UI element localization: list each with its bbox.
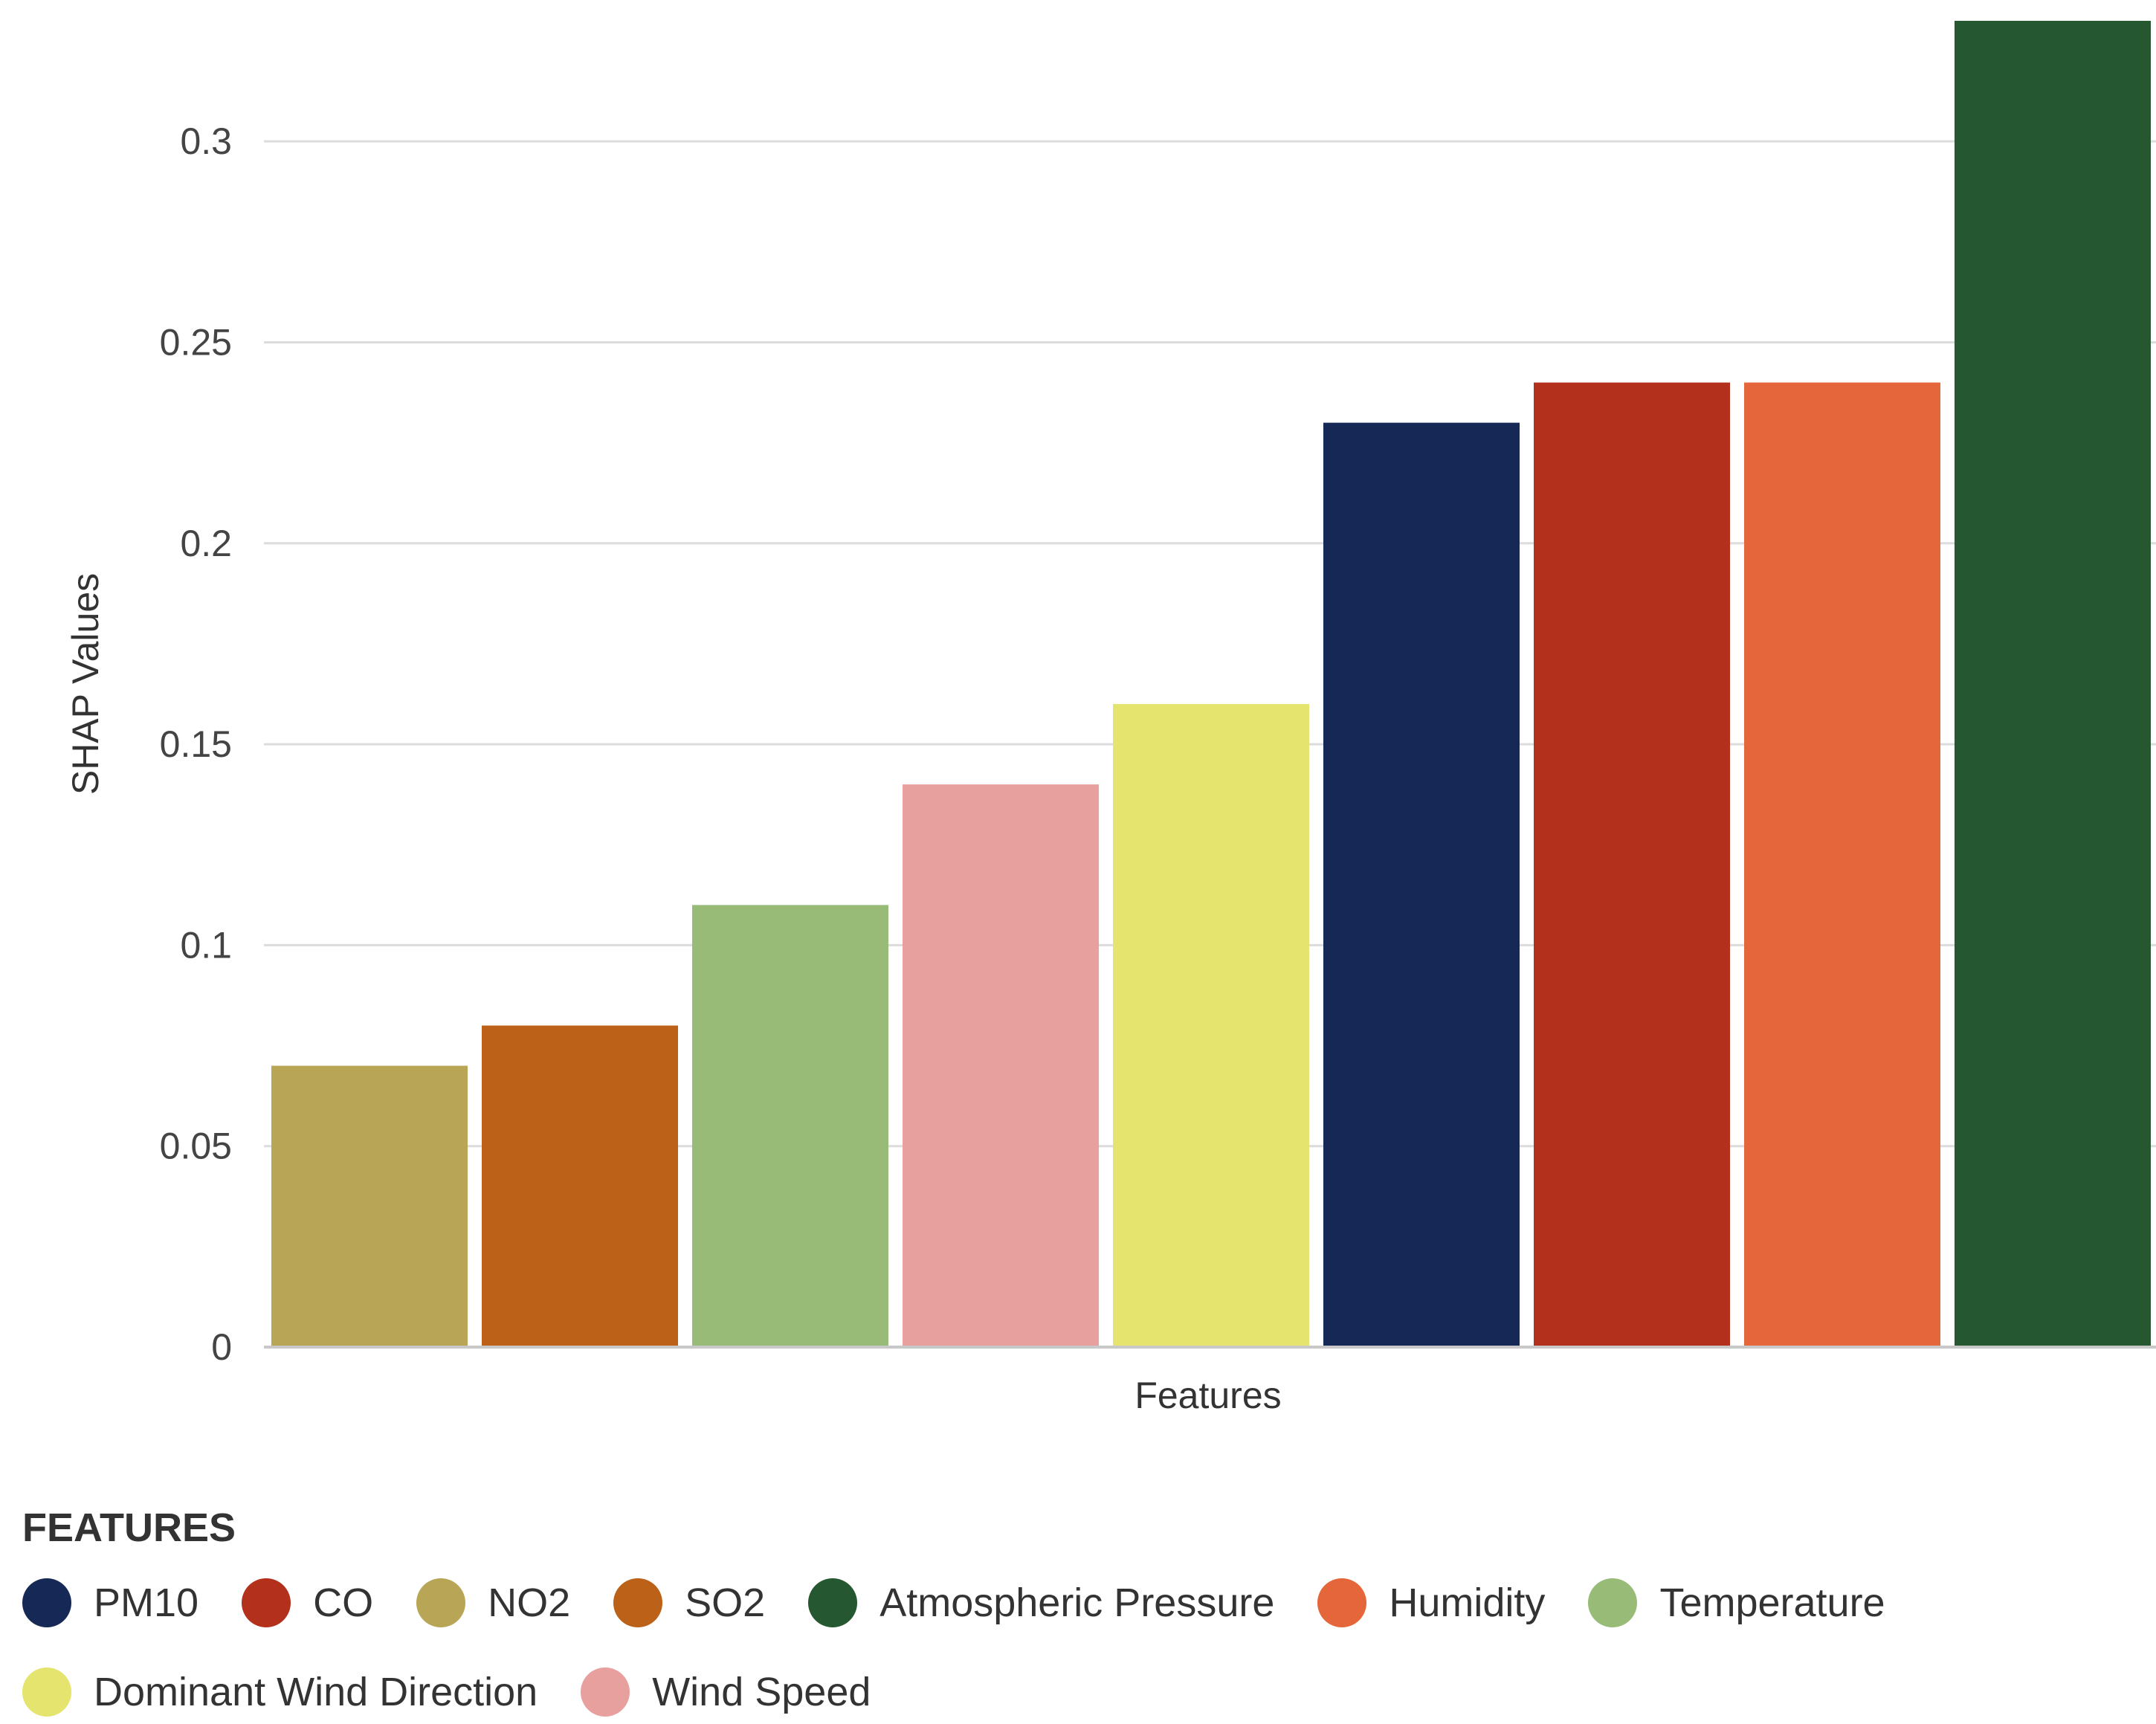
y-tick-label: 0.2 bbox=[180, 523, 232, 564]
legend-swatch-icon bbox=[613, 1578, 663, 1627]
legend-swatch-icon bbox=[1317, 1578, 1367, 1627]
y-tick-label: 0 bbox=[211, 1326, 232, 1368]
legend-item-dominant-wind-direction[interactable]: Dominant Wind Direction bbox=[22, 1664, 538, 1720]
bar-co[interactable] bbox=[1534, 382, 1730, 1348]
bar-no2[interactable] bbox=[271, 1065, 468, 1347]
legend-title: FEATURES bbox=[22, 1505, 236, 1550]
legend-label: CO bbox=[313, 1581, 374, 1625]
legend-label: Atmospheric Pressure bbox=[879, 1581, 1275, 1625]
legend-label: Wind Speed bbox=[652, 1670, 871, 1714]
legend-item-pm10[interactable]: PM10 bbox=[22, 1575, 199, 1631]
y-tick-label: 0.3 bbox=[180, 120, 232, 162]
legend-item-temperature[interactable]: Temperature bbox=[1588, 1575, 1885, 1631]
bars bbox=[271, 21, 2151, 1348]
legend-swatch-icon bbox=[242, 1578, 291, 1627]
legend-label: PM10 bbox=[94, 1581, 199, 1625]
bar-atmospheric-pressure[interactable] bbox=[1955, 21, 2151, 1347]
legend-swatch-icon bbox=[22, 1578, 71, 1627]
legend-label: Temperature bbox=[1659, 1581, 1885, 1625]
bar-wind-speed[interactable] bbox=[903, 784, 1099, 1347]
legend-label: SO2 bbox=[685, 1581, 766, 1625]
legend-item-no2[interactable]: NO2 bbox=[416, 1575, 570, 1631]
bar-so2[interactable] bbox=[482, 1025, 678, 1347]
bar-temperature[interactable] bbox=[692, 905, 888, 1347]
legend-item-co[interactable]: CO bbox=[242, 1575, 373, 1631]
legend-swatch-icon bbox=[22, 1667, 71, 1717]
legend-items: PM10 CO NO2 SO2 Atmospheric Pressure Humidity… bbox=[22, 1575, 2134, 1720]
legend: FEATURES PM10 CO NO2 SO2 Atmospheric Pressur… bbox=[22, 1502, 2134, 1720]
legend-label: Dominant Wind Direction bbox=[94, 1670, 538, 1714]
y-tick-label: 0.25 bbox=[160, 321, 232, 363]
bar-dominant-wind-direction[interactable] bbox=[1113, 704, 1309, 1347]
bar-humidity[interactable] bbox=[1744, 382, 1940, 1348]
legend-swatch-icon bbox=[1588, 1578, 1638, 1627]
y-axis-title: SHAP Values bbox=[65, 573, 106, 795]
legend-swatch-icon bbox=[416, 1578, 466, 1627]
legend-label: NO2 bbox=[488, 1581, 571, 1625]
legend-item-humidity[interactable]: Humidity bbox=[1317, 1575, 1545, 1631]
y-tick-label: 0.15 bbox=[160, 723, 232, 765]
y-axis-ticks: 0 0.05 0.1 0.15 0.2 0.25 0.3 bbox=[160, 120, 232, 1368]
y-tick-label: 0.1 bbox=[180, 924, 232, 966]
legend-item-so2[interactable]: SO2 bbox=[613, 1575, 765, 1631]
legend-label: Humidity bbox=[1389, 1581, 1546, 1625]
x-axis-title: Features bbox=[1135, 1375, 1281, 1416]
legend-swatch-icon bbox=[808, 1578, 858, 1627]
bar-chart: 0 0.05 0.1 0.15 0.2 0.25 0.3 Features SHAP Val… bbox=[65, 21, 2156, 1416]
y-tick-label: 0.05 bbox=[160, 1126, 232, 1167]
legend-item-wind-speed[interactable]: Wind Speed bbox=[581, 1664, 871, 1720]
legend-item-atmospheric-pressure[interactable]: Atmospheric Pressure bbox=[808, 1575, 1274, 1631]
legend-swatch-icon bbox=[581, 1667, 630, 1717]
bar-pm10[interactable] bbox=[1323, 422, 1520, 1347]
